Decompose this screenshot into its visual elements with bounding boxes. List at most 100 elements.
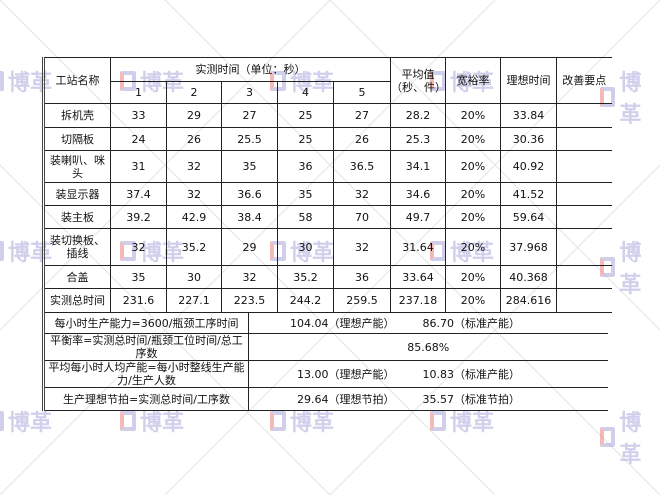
station-name: 拆机壳 — [42, 103, 111, 128]
allowance: 20% — [445, 265, 501, 289]
station-name: 装喇叭、咪头 — [42, 150, 111, 183]
improvement — [556, 103, 612, 128]
ideal-time: 40.368 — [500, 265, 557, 289]
trial-time: 30 — [166, 265, 222, 289]
trial-time: 26 — [166, 127, 222, 151]
header-station: 工站名称 — [42, 57, 111, 104]
improvement — [556, 182, 612, 206]
trial-time: 27 — [333, 103, 391, 128]
improvement — [556, 288, 612, 313]
table-row: 实测总时间 231.6 227.1 223.5 244.2 259.5 237.18 20% 2… — [42, 288, 612, 313]
trial-time: 35 — [110, 265, 167, 289]
ideal-time: 30.36 — [500, 127, 557, 151]
header-average: 平均值（秒、件） — [390, 57, 446, 104]
trial-3: 3 — [221, 81, 278, 104]
trial-time: 27 — [221, 103, 278, 128]
allowance: 20% — [445, 127, 501, 151]
trial-time: 42.9 — [166, 205, 222, 229]
trial-time: 32 — [333, 182, 391, 206]
ideal-time: 33.84 — [500, 103, 557, 128]
trial-5: 5 — [333, 81, 391, 104]
trial-4: 4 — [277, 81, 334, 104]
average: 33.64 — [390, 265, 446, 289]
watermark-logo: 博革 — [270, 405, 334, 437]
trial-time: 35 — [277, 182, 334, 206]
header-allowance: 宽裕率 — [445, 57, 501, 104]
header-measured-time: 实测时间（单位：秒） — [110, 57, 391, 82]
average: 34.6 — [390, 182, 446, 206]
watermark-text: 博革 — [450, 411, 495, 436]
watermark-text: 博革 — [619, 241, 642, 298]
improvement — [556, 228, 612, 266]
watermark-logo: 博革 — [0, 405, 52, 437]
summary-label: 平衡率=实测总时间/瓶颈工位时间/总工序数 — [42, 333, 249, 361]
trial-time: 37.4 — [110, 182, 167, 206]
summary-ideal-value: 13.00（理想产能） — [248, 360, 409, 388]
header-improvement: 改善要点 — [556, 57, 612, 104]
summary-label: 生产理想节拍=实测总时间/工序数 — [42, 387, 249, 411]
watermark-text: 博革 — [619, 411, 642, 468]
average: 237.18 — [390, 288, 446, 313]
station-name: 合盖 — [42, 265, 111, 289]
trial-time: 29 — [166, 103, 222, 128]
trial-time: 38.4 — [221, 205, 278, 229]
average: 25.3 — [390, 127, 446, 151]
trial-time: 33 — [110, 103, 167, 128]
trial-time: 31 — [110, 150, 167, 183]
trial-time: 29 — [221, 228, 278, 266]
logo-icon — [0, 411, 4, 431]
watermark-logo: 博革 — [430, 405, 494, 437]
station-name: 装切换板、插线 — [42, 228, 111, 266]
logo-icon — [0, 241, 4, 261]
trial-time: 70 — [333, 205, 391, 229]
trial-time: 32 — [221, 265, 278, 289]
trial-time: 58 — [277, 205, 334, 229]
average: 28.2 — [390, 103, 446, 128]
summary-table: 每小时生产能力=3600/瓶颈工序时间 104.04（理想产能） 86.70（标准产… — [42, 312, 608, 411]
trial-2: 2 — [166, 81, 222, 104]
summary-label: 每小时生产能力=3600/瓶颈工序时间 — [42, 312, 249, 334]
summary-row: 平均每小时人均产能=每小时整线生产能力/生产人数 13.00（理想产能） 10.83… — [42, 360, 608, 388]
trial-time: 223.5 — [221, 288, 278, 313]
logo-icon — [430, 411, 446, 431]
trial-time: 36.6 — [221, 182, 278, 206]
logo-icon — [0, 71, 4, 91]
trial-time: 227.1 — [166, 288, 222, 313]
trial-time: 25 — [277, 127, 334, 151]
ideal-time: 59.64 — [500, 205, 557, 229]
table-row: 装喇叭、咪头 31 32 35 36 36.5 34.1 20% 40.92 — [42, 150, 612, 183]
line-balance-table: 工站名称 实测时间（单位：秒） 平均值（秒、件） 宽裕率 理想时间 改善要点 1… — [42, 57, 612, 313]
trial-time: 35.2 — [166, 228, 222, 266]
trial-time: 32 — [166, 182, 222, 206]
watermark-logo: 博革 — [120, 405, 184, 437]
trial-time: 231.6 — [110, 288, 167, 313]
trial-time: 32 — [166, 150, 222, 183]
logo-icon — [270, 411, 286, 431]
average: 49.7 — [390, 205, 446, 229]
ideal-time: 40.92 — [500, 150, 557, 183]
trial-time: 36 — [333, 265, 391, 289]
improvement — [556, 150, 612, 183]
table-row: 合盖 35 30 32 35.2 36 33.64 20% 40.368 — [42, 265, 612, 289]
ideal-time: 41.52 — [500, 182, 557, 206]
improvement — [556, 265, 612, 289]
station-name: 装显示器 — [42, 182, 111, 206]
trial-time: 25.5 — [221, 127, 278, 151]
trial-time: 30 — [277, 228, 334, 266]
trial-time: 35 — [221, 150, 278, 183]
header-ideal-time: 理想时间 — [500, 57, 557, 104]
summary-row: 平衡率=实测总时间/瓶颈工位时间/总工序数 85.68% — [42, 333, 608, 361]
trial-time: 36 — [277, 150, 334, 183]
improvement — [556, 205, 612, 229]
table-row: 拆机壳 33 29 27 25 27 28.2 20% 33.84 — [42, 103, 612, 128]
watermark-text: 博革 — [8, 411, 53, 436]
station-name: 实测总时间 — [42, 288, 111, 313]
trial-time: 24 — [110, 127, 167, 151]
trial-time: 32 — [333, 228, 391, 266]
summary-standard-value: 10.83（标准产能） — [408, 360, 608, 388]
station-name: 装主板 — [42, 205, 111, 229]
allowance: 20% — [445, 228, 501, 266]
station-name: 切隔板 — [42, 127, 111, 151]
allowance: 20% — [445, 288, 501, 313]
trial-time: 26 — [333, 127, 391, 151]
